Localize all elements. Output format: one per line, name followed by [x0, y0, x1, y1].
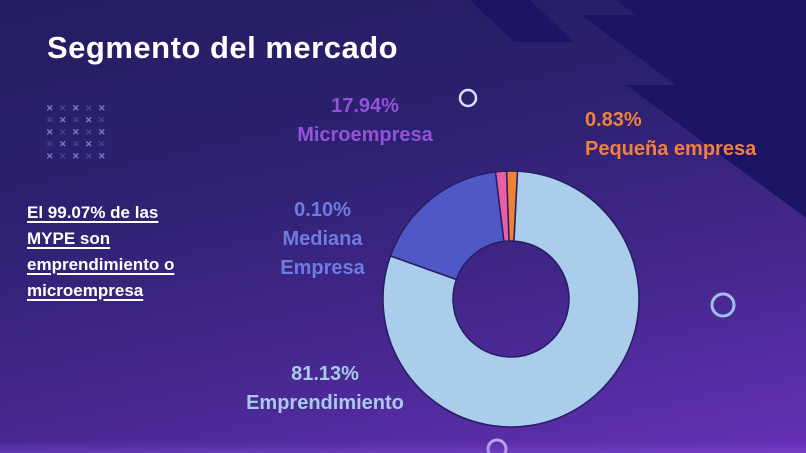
callout-line: El 99.07% de las — [27, 203, 159, 222]
decor-circle-bottom — [486, 438, 508, 453]
x-glyph-icon: ✕ — [85, 127, 93, 137]
donut-chart — [382, 170, 640, 428]
callout-text: El 99.07% de las MYPE son emprendimiento… — [27, 200, 232, 304]
label-pequena-empresa: 0.83% Pequeña empresa — [585, 106, 795, 164]
x-glyph-icon: ✕ — [72, 103, 80, 113]
label-mediana-empresa: 0.10% Mediana Empresa — [250, 196, 395, 283]
x-glyph-icon: ✕ — [72, 115, 80, 125]
x-glyph-icon: ✕ — [98, 127, 106, 137]
x-glyph-icon: ✕ — [85, 115, 93, 125]
emprendimiento-pct: 81.13% — [291, 363, 359, 385]
label-microempresa: 17.94% Microempresa — [255, 92, 475, 150]
x-glyph-icon: ✕ — [85, 139, 93, 149]
bottom-glow-decor — [0, 441, 806, 453]
slide-title: Segmento del mercado — [47, 30, 399, 65]
lightning-bolt-tail-icon — [470, 0, 574, 42]
callout-line: microempresa — [27, 281, 144, 300]
decor-circle-top — [458, 88, 478, 108]
x-glyph-icon: ✕ — [59, 139, 67, 149]
x-glyph-icon: ✕ — [72, 127, 80, 137]
x-glyph-icon: ✕ — [98, 151, 106, 161]
donut-slice-microempresa — [389, 171, 505, 281]
x-glyph-icon: ✕ — [46, 127, 54, 137]
donut-slice-mediana-empresa — [494, 170, 510, 243]
x-glyph-icon: ✕ — [98, 103, 106, 113]
x-pattern-decor: ✕ ✕ ✕ ✕ ✕ ✕ ✕ ✕ ✕ ✕ ✕ ✕ ✕ ✕ ✕ ✕ ✕ ✕ ✕ ✕ ✕ ✕ ✕ ✕ ✕ — [46, 102, 111, 162]
callout-line: MYPE son — [27, 229, 111, 248]
emprendimiento-name: Emprendimiento — [246, 392, 404, 414]
x-glyph-icon: ✕ — [46, 139, 54, 149]
x-glyph-icon: ✕ — [98, 139, 106, 149]
donut-slice-emprendimiento — [382, 170, 640, 428]
callout-line: emprendimiento o — [27, 255, 175, 274]
microempresa-pct: 17.94% — [331, 95, 399, 117]
x-glyph-icon: ✕ — [46, 115, 54, 125]
x-glyph-icon: ✕ — [59, 115, 67, 125]
x-glyph-icon: ✕ — [59, 103, 67, 113]
x-glyph-icon: ✕ — [85, 151, 93, 161]
microempresa-name: Microempresa — [297, 124, 433, 146]
x-glyph-icon: ✕ — [98, 115, 106, 125]
pequena-name: Pequeña empresa — [585, 138, 757, 160]
mediana-name: Mediana Empresa — [280, 228, 365, 279]
mediana-pct: 0.10% — [294, 199, 351, 221]
x-glyph-icon: ✕ — [59, 127, 67, 137]
x-glyph-icon: ✕ — [46, 151, 54, 161]
label-emprendimiento: 81.13% Emprendimiento — [200, 360, 450, 418]
x-glyph-icon: ✕ — [59, 151, 67, 161]
lightning-bolt-icon — [581, 0, 806, 218]
x-glyph-icon: ✕ — [46, 103, 54, 113]
pequena-pct: 0.83% — [585, 109, 642, 131]
x-glyph-icon: ✕ — [72, 139, 80, 149]
decor-circle-right — [710, 292, 736, 318]
x-glyph-icon: ✕ — [72, 151, 80, 161]
x-glyph-icon: ✕ — [85, 103, 93, 113]
